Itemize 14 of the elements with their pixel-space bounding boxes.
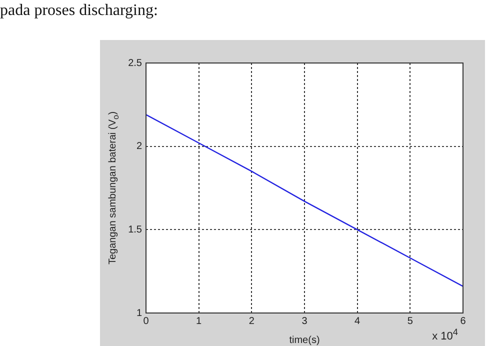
text: pada proses discharging:: [0, 2, 158, 20]
x-tick-label: 1: [196, 316, 202, 327]
text: x 10$^{4}$: [432, 327, 458, 343]
x-tick-label: 4: [354, 316, 361, 327]
y-tick-label: 2.5: [128, 58, 142, 69]
x-tick-label: 3: [302, 316, 308, 327]
x-tick-label: 5: [407, 316, 414, 327]
x-tick-label: 6: [460, 316, 466, 327]
x-tick-label: 0: [143, 316, 150, 327]
y-tick-label: 1.5: [128, 224, 142, 236]
x-axis-title: time(s): [289, 334, 320, 346]
x-tick-label: 2: [248, 316, 255, 327]
y-tick-label: 2: [136, 141, 142, 152]
y-tick-label: 1: [136, 308, 142, 319]
